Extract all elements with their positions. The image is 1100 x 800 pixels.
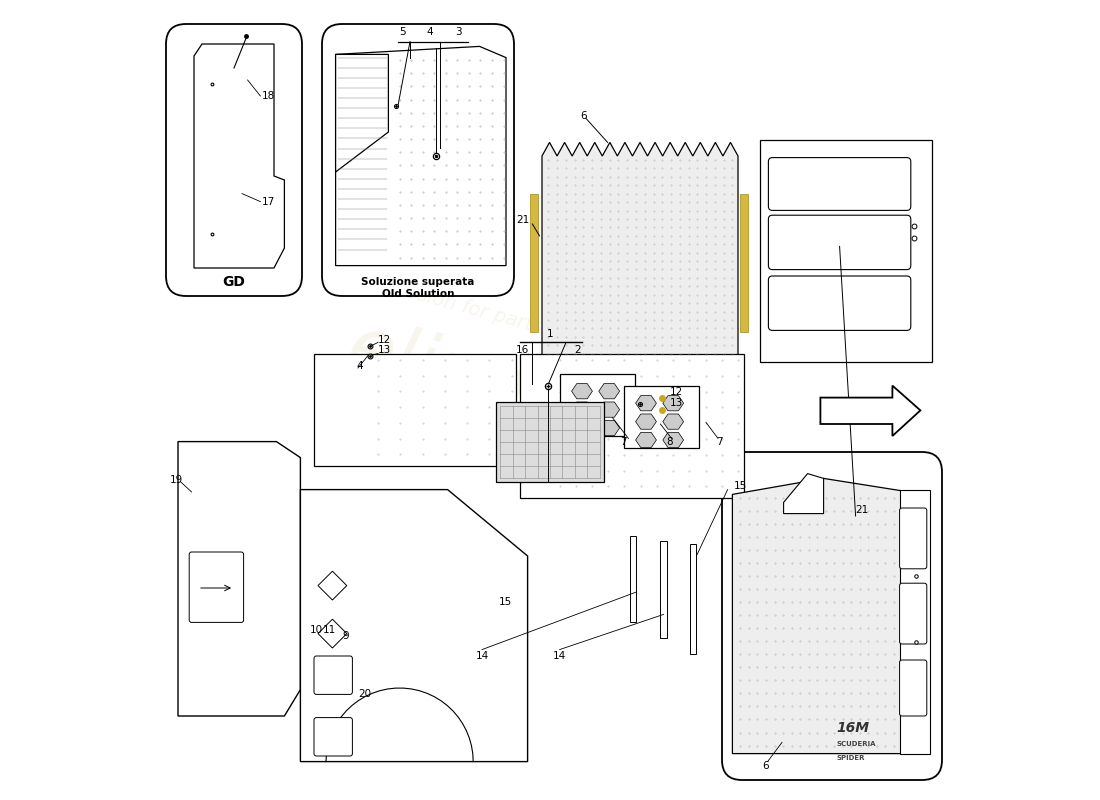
Text: 2: 2 [574, 346, 581, 355]
FancyBboxPatch shape [322, 24, 514, 296]
FancyBboxPatch shape [900, 508, 927, 569]
Polygon shape [690, 544, 696, 654]
Text: 9: 9 [342, 631, 349, 641]
FancyBboxPatch shape [900, 660, 927, 716]
Polygon shape [663, 395, 683, 411]
FancyBboxPatch shape [166, 24, 302, 296]
Text: 15: 15 [498, 597, 512, 606]
Polygon shape [636, 414, 657, 430]
Polygon shape [783, 474, 824, 514]
Text: SCUDERIA: SCUDERIA [836, 741, 876, 747]
FancyBboxPatch shape [314, 656, 352, 694]
Text: 6: 6 [762, 761, 769, 770]
Text: 1: 1 [547, 330, 553, 339]
Polygon shape [336, 46, 506, 266]
Text: 14: 14 [553, 651, 566, 661]
Polygon shape [560, 374, 635, 436]
Text: 13: 13 [670, 398, 683, 408]
Polygon shape [314, 354, 516, 466]
Text: 5: 5 [398, 27, 405, 37]
Polygon shape [663, 414, 683, 430]
Polygon shape [821, 386, 921, 436]
FancyBboxPatch shape [769, 276, 911, 330]
Polygon shape [542, 142, 738, 362]
Polygon shape [572, 383, 593, 399]
Polygon shape [336, 54, 388, 172]
Text: 7: 7 [620, 437, 627, 446]
Polygon shape [194, 44, 285, 268]
Text: 16: 16 [516, 346, 529, 355]
Polygon shape [636, 395, 657, 411]
Text: eliparts: eliparts [339, 311, 634, 457]
Text: GD: GD [222, 274, 245, 289]
FancyBboxPatch shape [722, 452, 942, 780]
Text: 14: 14 [475, 651, 488, 661]
Text: 19: 19 [170, 475, 184, 485]
Text: 16M: 16M [836, 721, 869, 735]
Text: 21: 21 [856, 506, 869, 515]
Polygon shape [530, 194, 538, 332]
Polygon shape [572, 420, 593, 436]
Text: 6: 6 [581, 111, 587, 121]
FancyBboxPatch shape [900, 583, 927, 644]
Polygon shape [496, 402, 604, 482]
Polygon shape [178, 442, 300, 716]
Text: 10: 10 [310, 626, 322, 635]
Text: a passion for parts: a passion for parts [364, 271, 544, 337]
FancyBboxPatch shape [189, 552, 243, 622]
Text: 17: 17 [262, 197, 275, 206]
Text: Soluzione superata: Soluzione superata [361, 278, 475, 287]
Polygon shape [318, 571, 346, 600]
Polygon shape [663, 432, 683, 448]
Text: 18: 18 [262, 91, 275, 101]
Text: 11: 11 [322, 626, 335, 635]
Text: 4: 4 [356, 362, 363, 371]
Text: 12: 12 [378, 335, 392, 345]
Text: 13: 13 [378, 346, 392, 355]
Polygon shape [740, 194, 748, 332]
Polygon shape [318, 619, 346, 648]
Text: 15: 15 [734, 482, 747, 491]
Text: 3: 3 [454, 27, 461, 37]
Polygon shape [630, 536, 637, 622]
Text: SPIDER: SPIDER [836, 754, 865, 761]
Polygon shape [636, 432, 657, 448]
Polygon shape [660, 541, 667, 638]
Text: 12: 12 [670, 387, 683, 397]
Polygon shape [760, 140, 933, 362]
Text: 7: 7 [716, 437, 723, 446]
Polygon shape [598, 402, 619, 418]
FancyBboxPatch shape [314, 718, 352, 756]
Polygon shape [624, 386, 698, 448]
Text: 4: 4 [427, 27, 433, 37]
Text: 21: 21 [516, 215, 530, 225]
Polygon shape [598, 420, 619, 436]
Polygon shape [300, 490, 528, 762]
FancyBboxPatch shape [769, 158, 911, 210]
Polygon shape [598, 383, 619, 399]
Polygon shape [733, 478, 924, 754]
Polygon shape [519, 354, 744, 498]
Polygon shape [572, 402, 593, 418]
Polygon shape [901, 490, 930, 754]
Text: 8: 8 [667, 437, 673, 446]
Text: Old Solution: Old Solution [382, 289, 454, 298]
FancyBboxPatch shape [769, 215, 911, 270]
Text: 20: 20 [358, 690, 371, 699]
